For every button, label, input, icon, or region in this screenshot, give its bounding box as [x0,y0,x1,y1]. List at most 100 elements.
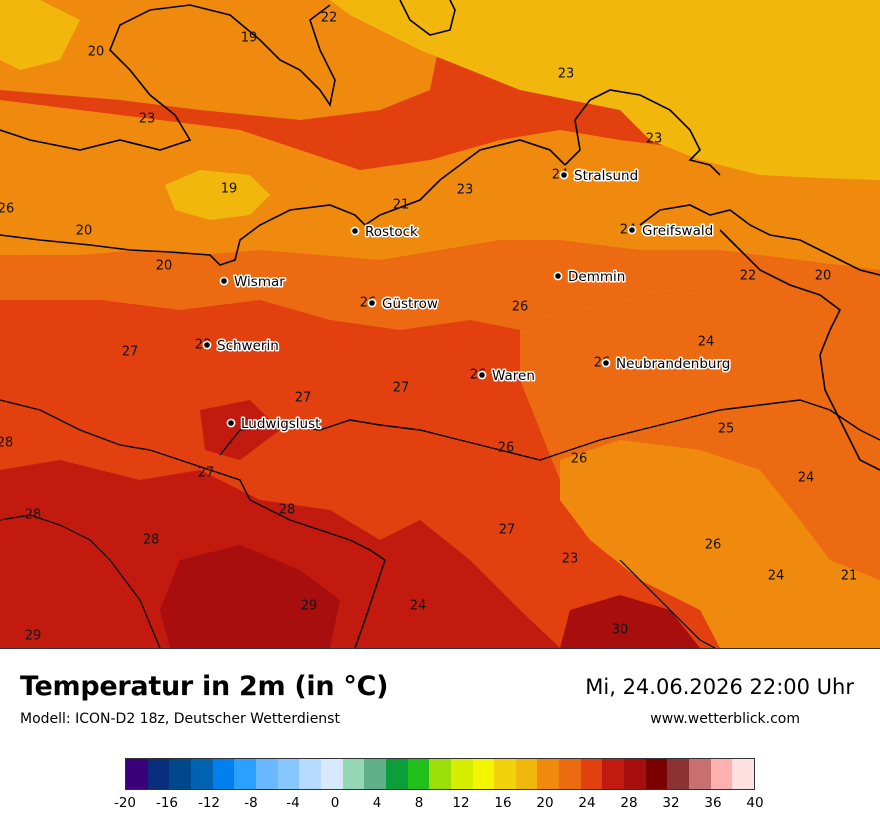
isotherm-label: 21 [841,569,858,584]
legend-tick-label: 4 [372,795,382,811]
legend-color-step [515,759,538,789]
model-info: Modell: ICON-D2 18z, Deutscher Wetterdie… [20,711,340,727]
city-markers: 24StralsundRostock24GreifswaldDemminWism… [195,167,732,434]
isotherm-label: 29 [301,599,318,614]
map-title: Temperatur in 2m (in °C) [20,671,389,702]
map-canvas: 22 19 20 23 19 23 23 21 23 20 26 20 26 22 20 24 27 27 27 26… [0,0,880,648]
city-dot [553,271,563,281]
legend-tick-label: 0 [330,795,340,811]
isotherm-label: 26 [705,538,722,553]
legend-color-step [385,759,408,789]
legend-color-step [450,759,473,789]
legend-color-step [364,759,386,789]
heat-zone-light-orange [0,100,880,270]
city-name-label: Schwerin [217,338,279,354]
city-name-label: Güstrow [382,296,438,312]
coastline-ruegen [564,89,721,176]
legend-tick-label: 36 [704,795,722,811]
heat-zone-orange-east [560,440,880,648]
heat-zone-light-orange-sea [0,0,440,120]
legend-tick-label: 8 [414,795,424,811]
coastline-mecklenburg [0,139,566,266]
legend-color-step [710,759,733,789]
legend-color-step [537,759,560,789]
isotherm-label: 20 [76,224,93,239]
city-name-label: Greifswald [642,223,713,239]
legend-tick-label: 12 [452,795,470,811]
legend-tick-label: 24 [578,795,596,811]
isotherm-label: 23 [558,67,575,82]
isotherm-label: 23 [457,183,474,198]
isotherm-label: 20 [88,45,105,60]
isotherm-label: 23 [646,132,663,147]
legend-color-step [602,759,625,789]
legend-color-step [320,759,343,789]
isotherm-label: 19 [221,182,238,197]
city-greifswald: 24Greifswald [620,222,715,241]
city-dot [226,418,236,428]
legend-ticks: -20 -16 -12 -8 -4 0 4 8 12 16 20 24 28 32 36 40 [114,795,764,815]
legend-color-step [190,759,213,789]
legend-color-step [559,759,581,789]
city-dot [559,170,569,180]
city-name-label: Wismar [234,274,285,290]
city-güstrow: 26Güstrow [360,295,440,314]
isotherm-label: 23 [139,112,156,127]
city-name-label: Rostock [365,224,418,240]
city-name-label: Ludwigslust [241,416,320,432]
legend-color-step [667,759,690,789]
city-name-label: Stralsund [574,168,638,184]
isotherm-label: 28 [0,436,13,451]
isotherm-label: 21 [393,198,410,213]
isotherm-labels: 22 19 20 23 19 23 23 21 23 20 26 20 26 22 20 24 27 27 27 26… [0,11,857,644]
isotherm-label: 26 [498,441,515,456]
legend-color-step [732,759,755,789]
isotherm-label: 24 [410,599,427,614]
city-name-label: Neubrandenburg [616,356,730,372]
isotherm-label: 28 [279,503,296,518]
isotherm-label: 27 [122,345,139,360]
city-rostock: Rostock [350,223,420,242]
legend-color-step [689,759,711,789]
legend-color-step [624,759,646,789]
legend-color-step [407,759,430,789]
isotherm-label: 28 [143,533,160,548]
legend-color-step [472,759,495,789]
city-ludwigslust: Ludwigslust [226,415,322,434]
city-dot [202,340,212,350]
isotherm-label: 25 [718,422,735,437]
isotherm-label: 22 [740,269,757,284]
border-east [619,559,716,648]
legend-tick-label: 16 [494,795,512,811]
legend-tick-label: -4 [286,795,300,811]
legend-color-step [255,759,278,789]
legend-color-step [212,759,235,789]
isotherm-label: 24 [798,471,815,486]
website-link[interactable]: www.wetterblick.com [650,711,800,727]
legend-tick-label: 32 [662,795,680,811]
isotherm-label: 27 [295,391,312,406]
legend-tick-label: 28 [620,795,638,811]
isotherm-label: 24 [698,335,715,350]
isotherm-label: 30 [612,623,629,638]
legend-color-step [429,759,451,789]
city-wismar: Wismar [219,273,287,292]
isotherm-label: 27 [499,523,516,538]
legend-color-step [277,759,300,789]
city-dot [367,298,377,308]
legend-tick-label: 40 [746,795,764,811]
legend-color-step [299,759,321,789]
legend-tick-label: -8 [244,795,258,811]
legend-tick-label: -20 [113,795,137,811]
legend-color-step [126,759,148,789]
coastline-west [0,4,336,151]
legend-tick-label: -16 [155,795,179,811]
isotherm-label: 26 [0,202,14,217]
legend-tick-label: 20 [536,795,554,811]
coastlines [0,0,880,471]
isotherm-label: 20 [815,269,832,284]
legend-color-step [169,759,191,789]
forecast-datetime: Mi, 24.06.2026 22:00 Uhr [585,675,854,699]
isotherm-label: 26 [571,452,588,467]
heat-zone-dark-orange-east [790,320,880,450]
